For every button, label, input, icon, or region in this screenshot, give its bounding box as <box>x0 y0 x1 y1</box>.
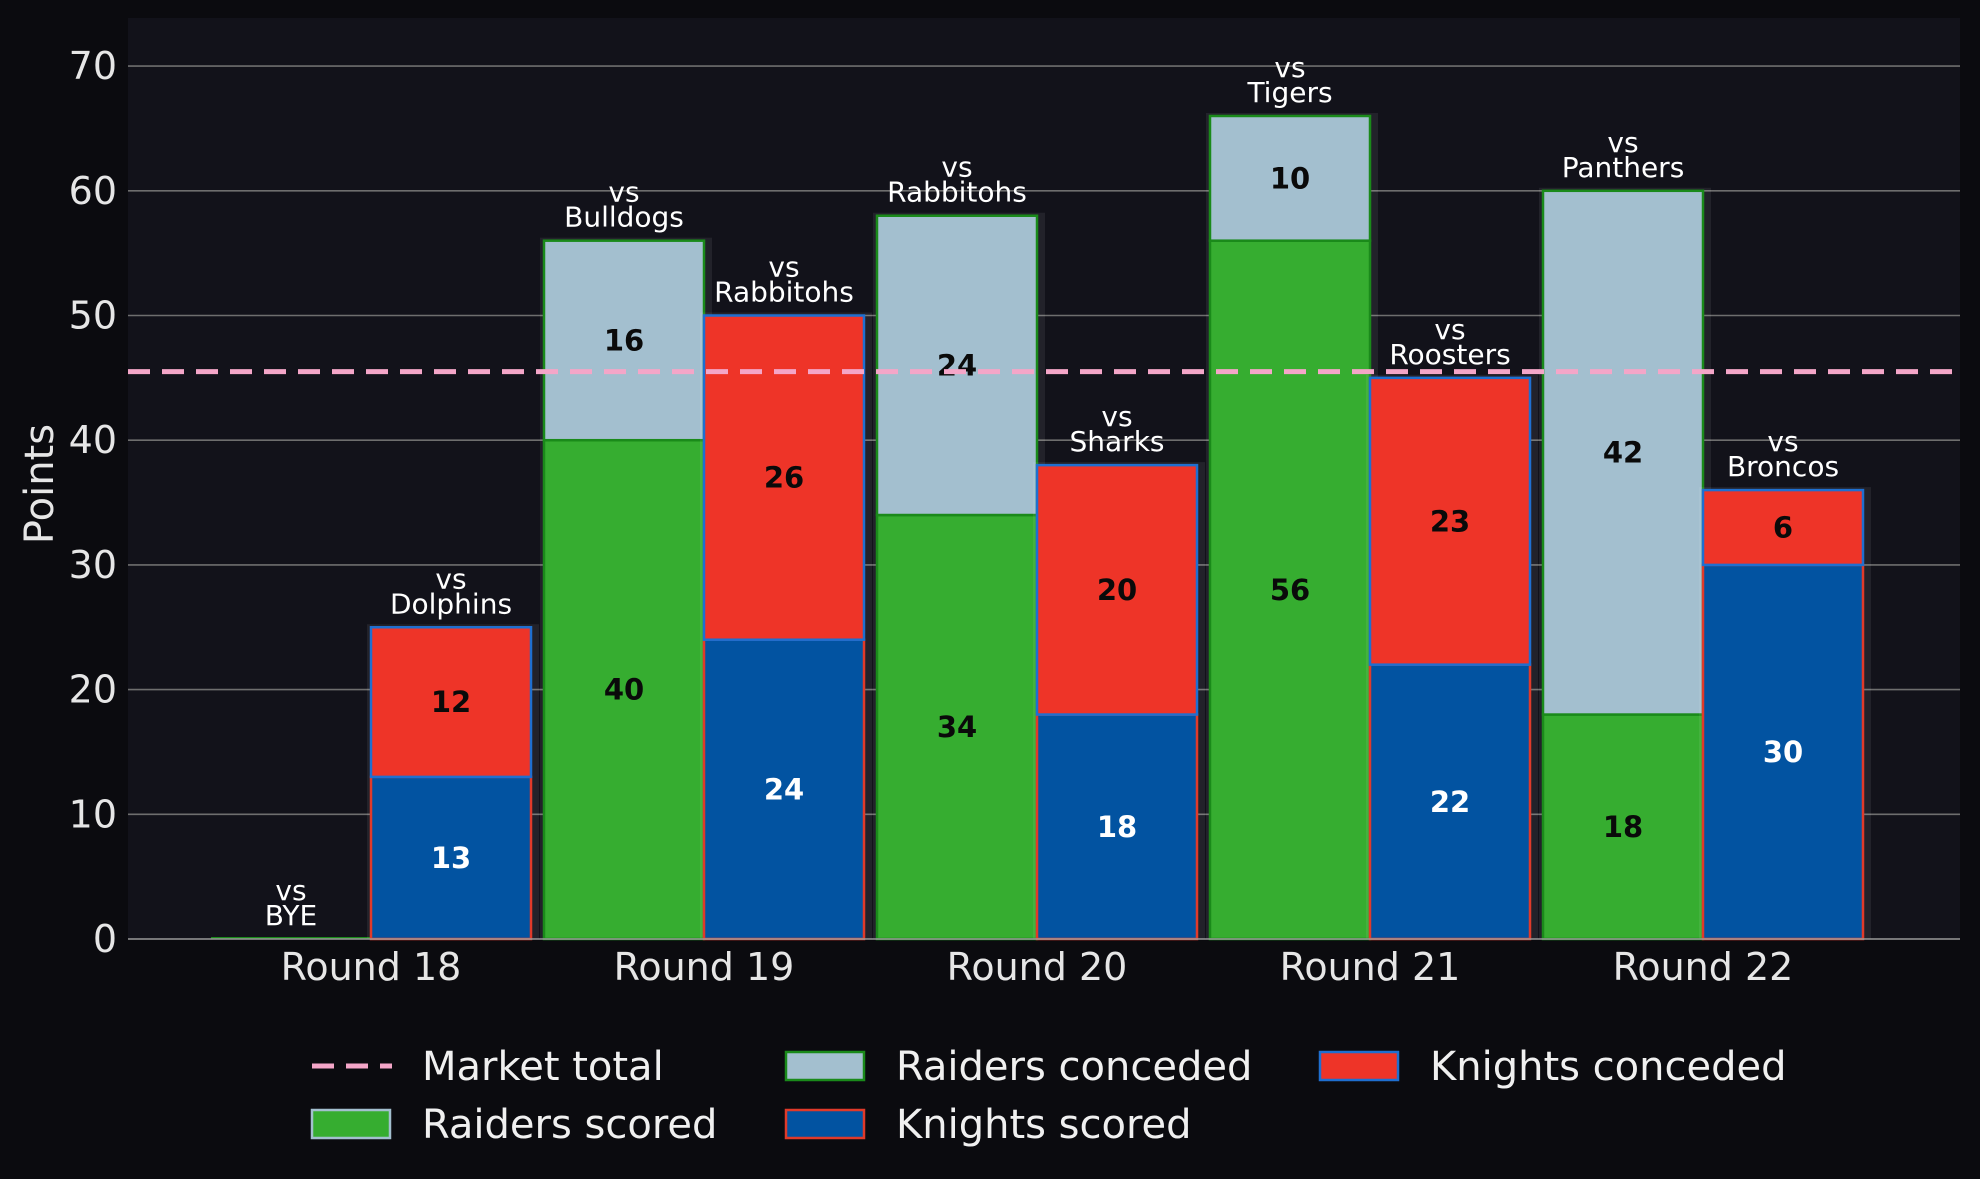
y-tick-label: 10 <box>69 792 117 836</box>
legend-swatch <box>784 1050 866 1082</box>
axes: 0 10 20 30 40 50 60 70 Round 18 Round 19 Round 20 R… <box>69 44 1960 989</box>
knights-opponent-label-line: Roosters <box>1389 338 1510 371</box>
legend: Market total Raiders scored Raiders conced… <box>310 1044 1786 1148</box>
knights-conceded-bar <box>1368 376 1532 666</box>
knights-opponent-label-line: vs <box>1434 313 1465 346</box>
legend-item: Raiders conceded <box>784 1044 1252 1090</box>
raiders-opponent-label-line: vs <box>608 176 639 209</box>
raiders-scored-bar <box>1208 239 1372 941</box>
knights-opponent-label-line: vs <box>435 562 466 595</box>
raiders-conceded-value: 10 <box>1270 161 1310 195</box>
raiders-conceded-bar <box>875 214 1039 517</box>
y-tick-label: 40 <box>69 418 117 462</box>
y-axis-title: Points <box>17 424 63 544</box>
raiders-opponent-label-line: vs <box>275 874 306 907</box>
knights-conceded-value: 26 <box>764 461 804 495</box>
y-tick-label: 70 <box>69 44 117 88</box>
x-tick-label: Round 19 <box>614 945 795 989</box>
legend-item: Knights conceded <box>1318 1044 1786 1090</box>
legend-swatch <box>310 1108 392 1140</box>
raiders-opponent-label-line: BYE <box>265 899 317 932</box>
raiders-opponent-label-line: Panthers <box>1562 151 1685 184</box>
knights-opponent-label-line: Broncos <box>1727 450 1839 483</box>
raiders-conceded-bar <box>1541 189 1705 716</box>
knights-scored-value: 22 <box>1430 785 1470 819</box>
knights-conceded-value: 23 <box>1430 504 1470 538</box>
y-tick-label: 60 <box>69 169 117 213</box>
knights-conceded-bar <box>1701 488 1865 567</box>
knights-scored-value: 18 <box>1097 810 1137 844</box>
raiders-opponent-label-line: vs <box>1274 51 1305 84</box>
raiders-conceded-bar <box>1208 114 1372 242</box>
x-tick-label: Round 18 <box>281 945 462 989</box>
legend-item: Market total <box>312 1044 664 1090</box>
y-tick-label: 50 <box>69 294 117 338</box>
legend-label: Raiders scored <box>422 1102 717 1148</box>
knights-conceded-value: 12 <box>431 685 471 719</box>
y-tick-label: 0 <box>93 917 117 961</box>
legend-item: Knights scored <box>784 1102 1192 1148</box>
legend-label: Raiders conceded <box>896 1044 1252 1090</box>
y-tick-label: 30 <box>69 543 117 587</box>
raiders-scored-value: 18 <box>1603 810 1643 844</box>
knights-conceded-value: 6 <box>1773 510 1793 544</box>
raiders-opponent-label-line: vs <box>1607 126 1638 159</box>
knights-opponent-label-line: vs <box>1101 400 1132 433</box>
raiders-conceded-value: 16 <box>604 323 644 357</box>
knights-scored-bar <box>702 638 866 941</box>
raiders-conceded-value: 24 <box>937 348 977 382</box>
knights-scored-value: 24 <box>764 772 804 806</box>
raiders-scored-value: 40 <box>604 673 644 707</box>
raiders-opponent-label-line: Bulldogs <box>564 201 684 234</box>
raiders-scored-bar <box>542 438 706 941</box>
raiders-scored-value: 56 <box>1270 573 1310 607</box>
x-tick-label: Round 22 <box>1613 945 1794 989</box>
y-tick-label: 20 <box>69 668 117 712</box>
knights-opponent-label-line: vs <box>1767 425 1798 458</box>
x-tick-label: Round 21 <box>1280 945 1461 989</box>
raiders-scored-value: 34 <box>937 710 977 744</box>
knights-scored-bar <box>1035 713 1199 941</box>
knights-scored-bar <box>1368 663 1532 941</box>
knights-scored-bar <box>1701 563 1865 941</box>
legend-label: Market total <box>422 1044 664 1090</box>
legend-swatch <box>1318 1050 1400 1082</box>
knights-opponent-label-line: vs <box>768 251 799 284</box>
knights-conceded-value: 20 <box>1097 573 1137 607</box>
raiders-conceded-value: 42 <box>1603 436 1643 470</box>
knights-scored-value: 13 <box>431 841 471 875</box>
legend-item: Raiders scored <box>310 1102 717 1148</box>
knights-opponent-label-line: Sharks <box>1070 425 1165 458</box>
x-tick-label: Round 20 <box>947 945 1128 989</box>
legend-swatch <box>784 1108 866 1140</box>
legend-label: Knights scored <box>896 1102 1192 1148</box>
knights-scored-bar <box>369 775 533 941</box>
raiders-opponent-label-line: Rabbitohs <box>887 176 1027 209</box>
bars <box>211 112 1871 941</box>
raiders-scored-bar <box>875 513 1039 941</box>
knights-scored-value: 30 <box>1763 735 1803 769</box>
raiders-opponent-label-line: vs <box>941 151 972 184</box>
legend-label: Knights conceded <box>1430 1044 1786 1090</box>
knights-conceded-bar <box>1035 463 1199 716</box>
knights-opponent-label-line: Dolphins <box>390 587 512 620</box>
knights-opponent-label-line: Rabbitohs <box>714 276 854 309</box>
raiders-opponent-label-line: Tigers <box>1246 76 1332 109</box>
knights-conceded-bar <box>369 626 533 779</box>
bar-labels: 1312vsBYEvsDolphins40162426vsBulldogsvsR… <box>128 51 1960 932</box>
